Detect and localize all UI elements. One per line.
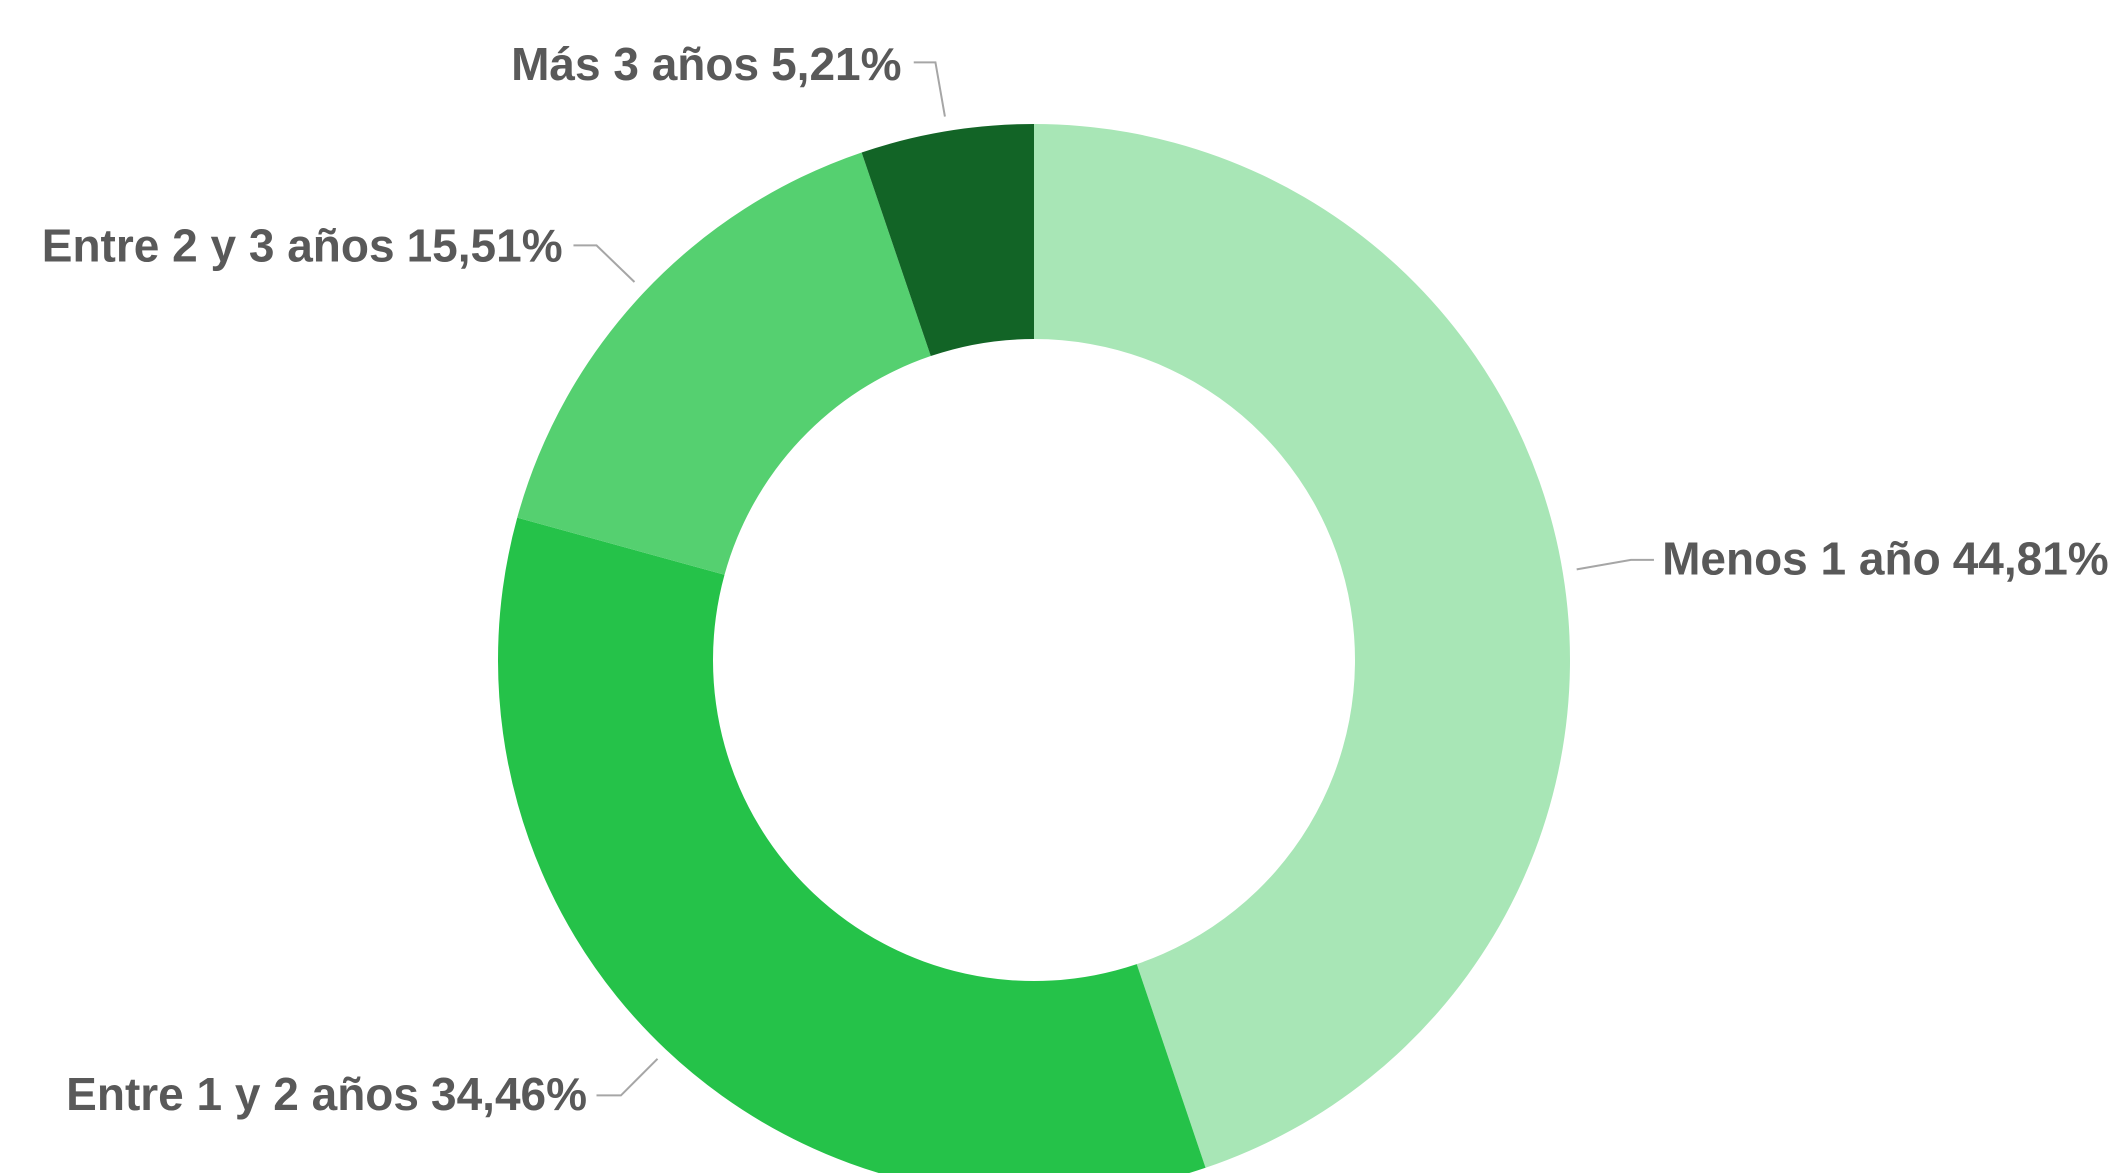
data-label: Entre 2 y 3 años 15,51%	[42, 220, 563, 272]
category-label: Menos 1 año	[1662, 533, 1941, 585]
value-label: 5,21%	[771, 38, 901, 90]
data-label: Más 3 años 5,21%	[511, 38, 901, 90]
donut-slice	[1034, 124, 1570, 1168]
value-label: 15,51%	[407, 220, 563, 272]
category-label: Entre 1 y 2 años	[66, 1068, 419, 1120]
donut-slice	[498, 517, 1206, 1173]
leader-line	[573, 244, 636, 283]
category-label: Entre 2 y 3 años	[42, 220, 395, 272]
value-label: 34,46%	[431, 1068, 587, 1120]
data-label: Menos 1 año 44,81%	[1662, 533, 2109, 585]
donut-slice	[517, 152, 931, 575]
value-label: 44,81%	[1953, 533, 2109, 585]
category-label: Más 3 años	[511, 38, 759, 90]
leader-line	[596, 1058, 659, 1097]
donut-slice	[861, 124, 1034, 357]
leader-line	[913, 61, 946, 117]
leader-line	[1576, 558, 1654, 571]
data-label: Entre 1 y 2 años 34,46%	[66, 1068, 587, 1120]
